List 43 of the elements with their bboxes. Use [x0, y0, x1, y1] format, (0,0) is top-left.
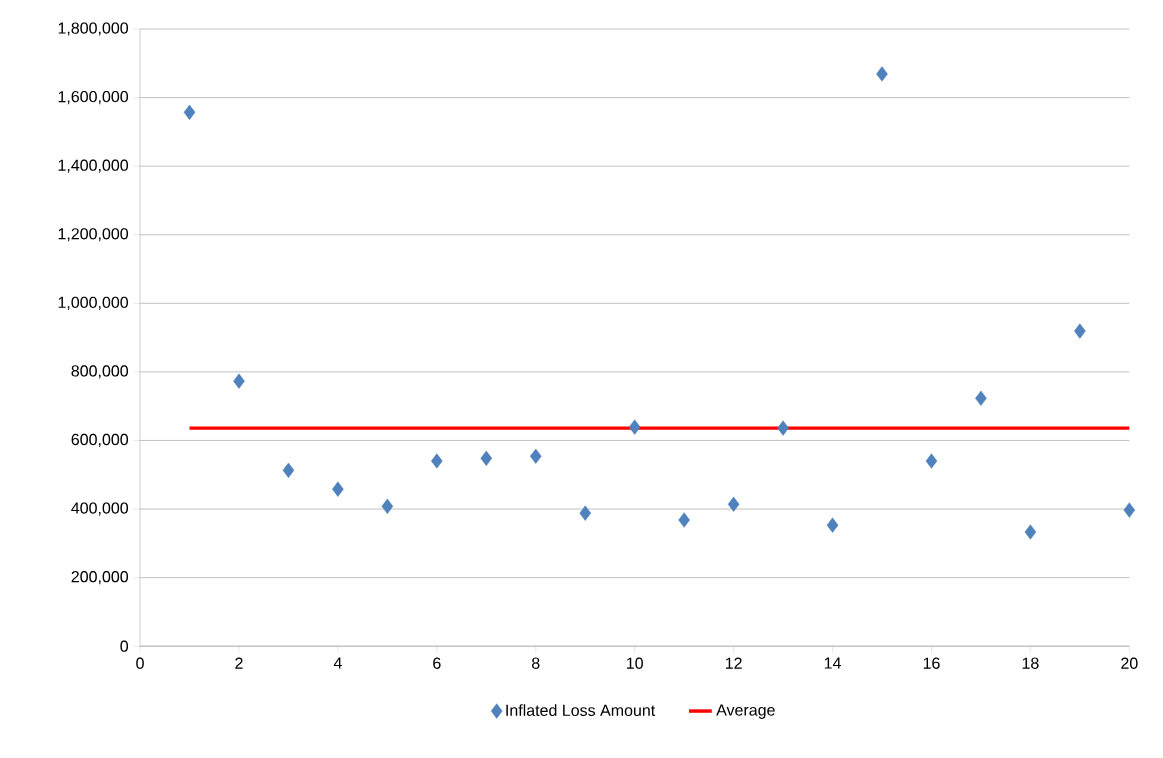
- y-tick-label: 1,600,000: [58, 90, 129, 105]
- x-tick-label: 8: [532, 657, 540, 669]
- point: [579, 505, 591, 521]
- point: [777, 420, 789, 436]
- point: [431, 453, 443, 469]
- point: [233, 373, 245, 389]
- point: [925, 453, 938, 469]
- point: [628, 419, 641, 435]
- x-tick-label: 14: [824, 657, 841, 669]
- x-tick-label: 12: [725, 657, 742, 669]
- y-tick-label: 1,800,000: [58, 22, 129, 36]
- point: [480, 450, 493, 466]
- y-tick-label: 1,000,000: [58, 296, 129, 310]
- x-tick-label: 10: [627, 657, 643, 669]
- point: [1024, 524, 1037, 540]
- point: [282, 462, 295, 478]
- x-tick-label: 4: [333, 657, 342, 669]
- point: [183, 104, 196, 120]
- point: [529, 448, 542, 464]
- point: [381, 498, 394, 514]
- legend-label: Average: [716, 704, 775, 719]
- y-tick-label: 600,000: [71, 433, 129, 447]
- y-tick-label: 1,400,000: [58, 159, 129, 173]
- y-tick-label: 800,000: [71, 365, 129, 379]
- point: [975, 390, 987, 406]
- x-tick-label: 16: [923, 657, 940, 669]
- point: [826, 517, 839, 533]
- point: [727, 496, 740, 512]
- x-tick-label: 0: [136, 657, 144, 669]
- x-tick-label: 20: [1121, 657, 1138, 669]
- y-tick-label: 200,000: [71, 570, 129, 585]
- point: [678, 512, 690, 528]
- point: [332, 481, 344, 497]
- y-tick-label: 1,200,000: [58, 228, 129, 242]
- legend-label: Inflated Loss Amount: [506, 704, 656, 716]
- y-tick-label: 400,000: [71, 502, 129, 516]
- x-tick-label: 18: [1022, 657, 1039, 669]
- y-tick-label: 0: [120, 640, 129, 652]
- x-tick-label: 6: [433, 657, 441, 669]
- point: [1123, 502, 1136, 518]
- x-tick-label: 2: [235, 657, 243, 669]
- point: [876, 66, 888, 82]
- point: [1074, 323, 1086, 339]
